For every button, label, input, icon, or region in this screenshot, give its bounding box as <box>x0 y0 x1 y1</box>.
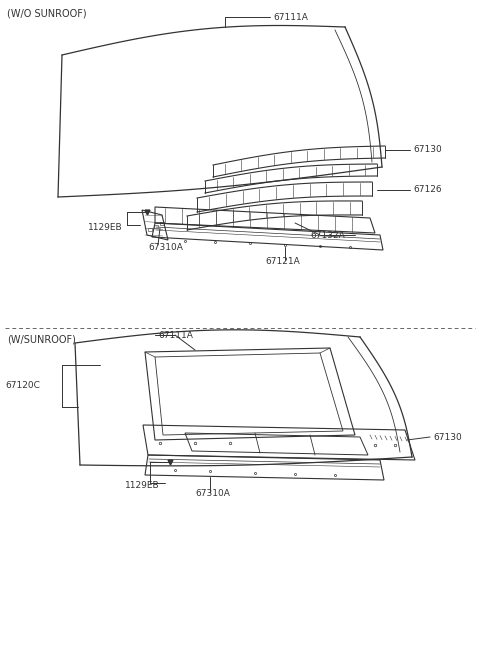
Text: 67130: 67130 <box>413 145 442 155</box>
Text: 67111A: 67111A <box>273 12 308 22</box>
Text: 1129EB: 1129EB <box>125 481 160 489</box>
Bar <box>154 225 158 228</box>
Text: 67120C: 67120C <box>5 381 40 390</box>
Text: (W/O SUNROOF): (W/O SUNROOF) <box>7 8 86 18</box>
Text: 67310A: 67310A <box>195 489 230 498</box>
Text: 67111A: 67111A <box>158 331 193 339</box>
Text: 67132A: 67132A <box>310 231 345 240</box>
Text: 67310A: 67310A <box>148 242 183 252</box>
Text: 1129EB: 1129EB <box>88 223 122 231</box>
Text: 67130: 67130 <box>433 432 462 441</box>
Text: 67126: 67126 <box>413 185 442 195</box>
Bar <box>148 228 152 231</box>
Text: 67121A: 67121A <box>265 257 300 267</box>
Bar <box>160 222 164 225</box>
Text: (W/SUNROOF): (W/SUNROOF) <box>7 334 76 344</box>
